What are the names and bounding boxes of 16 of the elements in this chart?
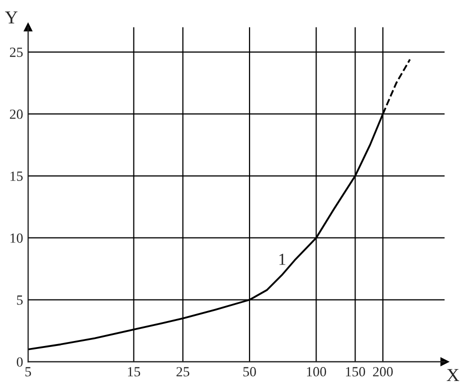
x-axis-title: X bbox=[446, 369, 460, 381]
y-axis-title: Y bbox=[5, 12, 18, 24]
x-tick-label: 5 bbox=[25, 367, 32, 376]
annotation: 1 bbox=[279, 254, 286, 265]
y-tick-label: 15 bbox=[10, 172, 23, 181]
y-tick-label: 0 bbox=[16, 357, 23, 367]
y-tick-label: 25 bbox=[10, 48, 23, 57]
x-tick-label: 25 bbox=[176, 367, 190, 376]
x-tick-label: 15 bbox=[128, 367, 140, 376]
x-tick-label: 100 bbox=[307, 367, 326, 376]
x-tick-label: 200 bbox=[373, 367, 393, 376]
y-tick-label: 20 bbox=[10, 110, 23, 119]
y-tick-label: 10 bbox=[10, 233, 23, 243]
y-tick-label: 5 bbox=[17, 296, 23, 305]
x-tick-label: 50 bbox=[243, 367, 256, 376]
x-tick-label: 150 bbox=[346, 367, 366, 376]
